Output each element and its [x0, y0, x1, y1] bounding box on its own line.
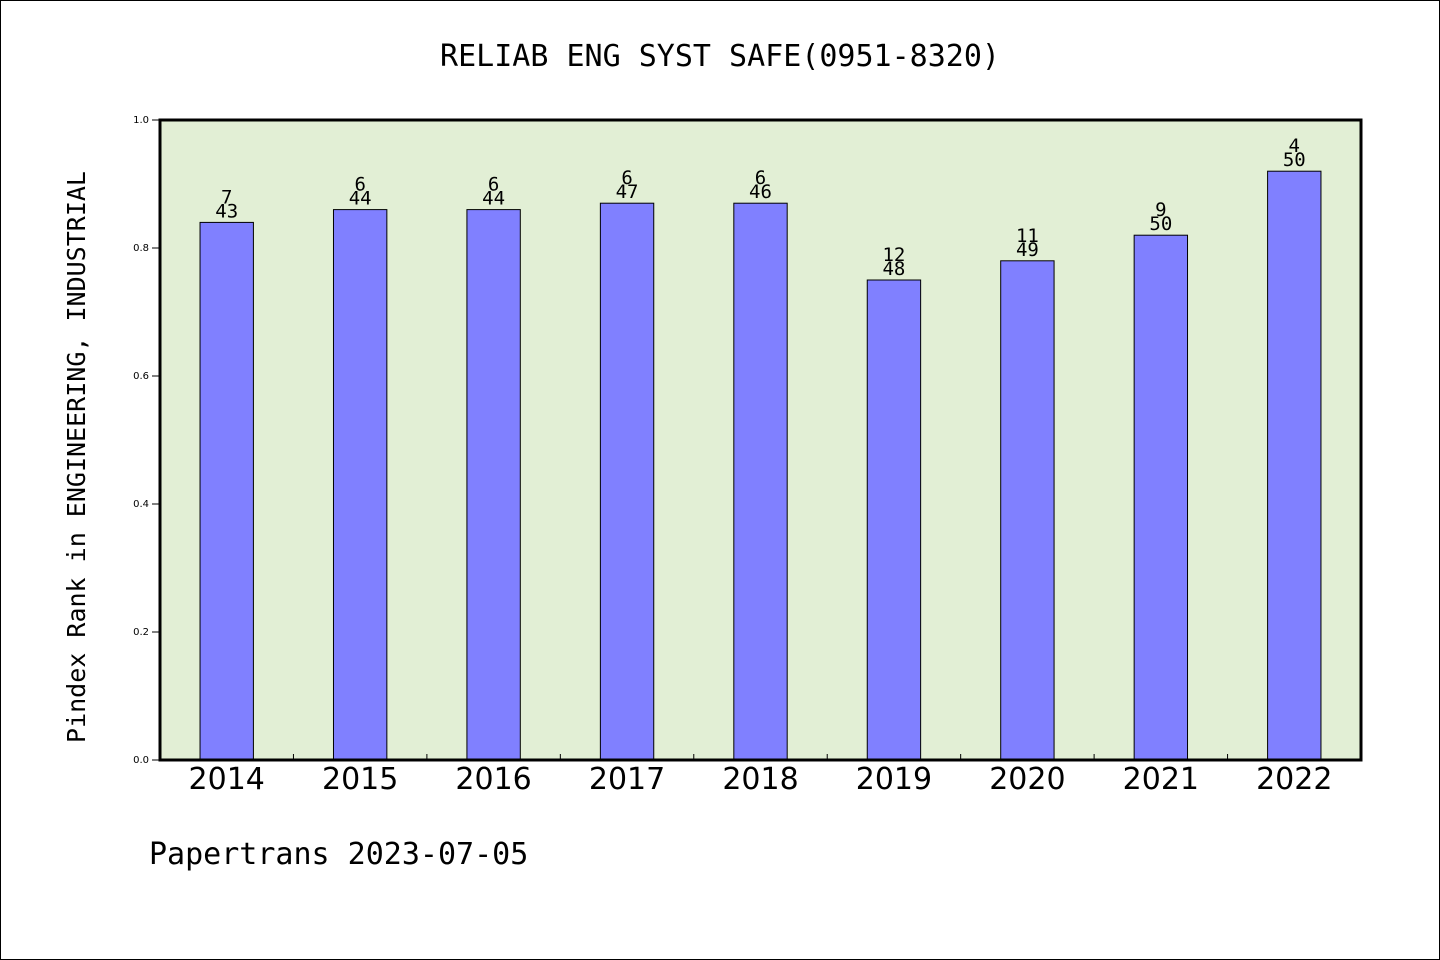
bar-rank-label: 4 — [1289, 135, 1300, 157]
bar-2019 — [866, 279, 922, 761]
x-tick-label: 2021 — [1123, 762, 1199, 797]
x-tick-label: 2014 — [189, 762, 265, 797]
bar-2021 — [1133, 234, 1189, 761]
bar-total-label: 43 — [215, 200, 238, 222]
bar-total-label: 48 — [882, 258, 905, 280]
footer-credit: Papertrans 2023-07-05 — [149, 837, 528, 872]
bar-2014 — [199, 221, 254, 761]
bar-total-label: 44 — [349, 188, 372, 210]
bar-2020 — [1000, 260, 1055, 761]
y-tick-label: 0.6 — [133, 371, 149, 382]
bar-2016 — [466, 209, 521, 761]
x-tick-label: 2020 — [989, 762, 1065, 797]
bar-rank-label: 9 — [1155, 199, 1166, 221]
bar-total-label: 44 — [482, 188, 505, 210]
plot-border — [158, 118, 1363, 762]
y-axis: 0.0 0.2 0.4 0.6 0.8 1.0 — [133, 115, 160, 766]
bar-2015 — [332, 209, 388, 761]
bar-rank-label: 6 — [621, 167, 632, 189]
bar-2017 — [599, 202, 655, 761]
x-tick-label: 2015 — [322, 762, 398, 797]
x-tick-label: 2017 — [589, 762, 665, 797]
bar-total-label: 47 — [616, 181, 639, 203]
y-tick-label: 0.2 — [133, 627, 149, 638]
y-tick-label: 0.8 — [133, 243, 149, 254]
bar-2018 — [733, 202, 788, 761]
y-tick-label: 0.0 — [133, 755, 149, 766]
x-tick-label: 2022 — [1256, 762, 1332, 797]
bar-total-label: 50 — [1149, 213, 1172, 235]
bar-total-label: 46 — [749, 181, 772, 203]
bar-rank-label: 6 — [354, 174, 365, 196]
bar-rank-label: 12 — [882, 244, 905, 266]
y-tick-label: 0.4 — [133, 499, 149, 510]
chart-title: RELIAB ENG SYST SAFE(0951-8320) — [440, 39, 1000, 74]
bar-rank-label: 7 — [221, 186, 232, 208]
bar-total-label: 49 — [1016, 239, 1039, 261]
x-axis: 2014 2015 2016 2017 2018 2019 2020 2021 2022 — [189, 754, 1332, 797]
y-tick-label: 1.0 — [133, 115, 149, 126]
bar-rank-label: 11 — [1016, 225, 1039, 247]
x-tick-label: 2018 — [722, 762, 798, 797]
bar-total-label: 50 — [1283, 149, 1306, 171]
x-tick-label: 2019 — [856, 762, 932, 797]
bar-rank-label: 6 — [755, 167, 766, 189]
y-axis-label: Pindex Rank in ENGINEERING, INDUSTRIAL — [62, 171, 91, 743]
bar-2022 — [1267, 170, 1322, 761]
x-tick-label: 2016 — [455, 762, 531, 797]
bar-rank-label: 6 — [488, 174, 499, 196]
